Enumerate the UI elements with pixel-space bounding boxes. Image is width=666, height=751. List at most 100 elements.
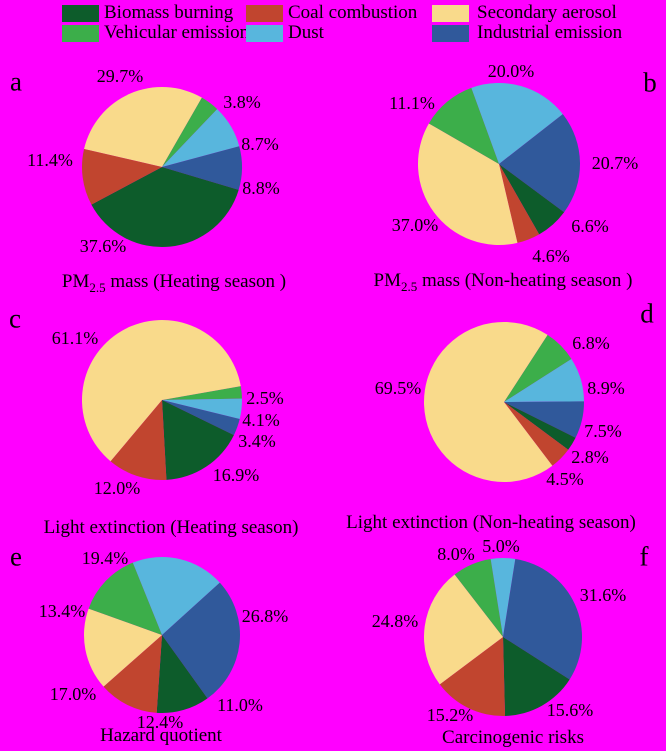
pie-b-slice-vehicular: [428, 87, 499, 164]
panel-letter-d: d: [640, 298, 654, 329]
pie-f-slice-coal: [439, 637, 506, 716]
panel-letter-c: c: [9, 303, 21, 334]
pie-a-slice-vehicular: [162, 97, 218, 167]
pie-e-slice-dust: [132, 557, 220, 635]
pie-f-slice-secondary: [424, 574, 503, 685]
pct-label-f-vehicular: 8.0%: [437, 544, 475, 564]
chart-title-text: mass (Non-heating season ): [417, 270, 633, 291]
panel-letter-b: b: [643, 67, 657, 98]
pct-label-d-coal: 4.5%: [546, 469, 584, 489]
chart-title-b: PM2.5 mass (Non-heating season ): [373, 270, 633, 294]
legend-swatch-secondary: [432, 5, 469, 22]
pie-d-slice-vehicular: [504, 334, 572, 402]
pie-e-slice-coal: [103, 635, 162, 713]
legend-label-secondary: Secondary aerosol: [477, 2, 617, 23]
pie-b-slice-industrial: [499, 114, 581, 213]
legend-swatch-dust: [246, 25, 283, 42]
pct-label-e-industrial: 26.8%: [241, 606, 289, 626]
pct-label-e-biomass: 11.0%: [217, 695, 263, 715]
legend-label-coal: Coal combustion: [288, 2, 418, 23]
chart-title-a: PM2.5 mass (Heating season ): [61, 271, 287, 295]
chart-title-pre: PM: [373, 270, 401, 291]
legend-label-dust: Dust: [288, 22, 324, 43]
pct-label-c-dust: 4.1%: [242, 410, 280, 430]
pie-b-slice-dust: [471, 82, 563, 164]
pct-label-a-vehicular: 3.8%: [223, 92, 261, 112]
chart-title-e: Hazard quotient: [100, 726, 222, 746]
pie-b-slice-biomass: [499, 164, 565, 235]
legend-swatch-coal: [246, 5, 283, 22]
pct-label-b-coal: 4.6%: [532, 246, 570, 266]
pie-e-slice-secondary: [83, 608, 162, 687]
chart-title-pre: PM: [61, 271, 90, 292]
chart-title-text: mass (Heating season ): [105, 271, 287, 292]
pct-label-d-vehicular: 6.8%: [572, 333, 610, 353]
chart-title-subscript: 2.5: [400, 278, 418, 294]
pie-f-slice-dust: [490, 557, 516, 637]
pct-label-f-secondary: 24.8%: [371, 611, 419, 631]
pct-label-a-secondary: 29.7%: [96, 66, 144, 86]
chart-title-f: Carcinogenic risks: [442, 728, 584, 748]
pct-label-a-coal: 11.4%: [27, 150, 73, 170]
chart-title-text: Carcinogenic risks: [442, 727, 584, 748]
pct-label-b-dust: 20.0%: [487, 61, 535, 81]
pie-c-slice-secondary: [81, 320, 241, 462]
pie-d-slice-secondary: [423, 322, 553, 483]
pie-a-slice-industrial: [162, 146, 243, 190]
pie-b-slice-coal: [499, 164, 540, 243]
chart-title-subscript: 2.5: [89, 279, 106, 295]
pie-f-slice-industrial: [503, 558, 583, 680]
legend-label-vehicular: Vehicular emission: [104, 22, 250, 43]
chart-title-d: Light extinction (Non-heating season): [346, 513, 636, 533]
pie-c-slice-biomass: [162, 400, 234, 480]
pie-f-slice-biomass: [503, 637, 570, 716]
pct-label-f-industrial: 31.6%: [579, 585, 627, 605]
pct-label-c-industrial: 3.4%: [238, 431, 276, 451]
pct-label-e-secondary: 17.0%: [49, 684, 97, 704]
pie-a-slice-dust: [162, 109, 240, 167]
pct-label-e-vehicular: 13.4%: [38, 601, 86, 621]
pie-b-slice-secondary: [418, 123, 518, 245]
pct-label-e-dust: 19.4%: [81, 548, 129, 568]
pie-a-slice-biomass: [91, 167, 239, 248]
pie-d-slice-coal: [504, 402, 569, 466]
pct-label-b-vehicular: 11.1%: [389, 93, 435, 113]
pct-label-b-industrial: 20.7%: [591, 153, 639, 173]
pie-c-slice-vehicular: [162, 386, 242, 400]
pct-label-b-biomass: 6.6%: [571, 216, 609, 236]
pie-c-slice-industrial: [162, 400, 240, 436]
pie-c-slice-coal: [110, 400, 167, 481]
pie-a-slice-secondary: [84, 86, 202, 167]
pie-d-slice-industrial: [504, 401, 585, 438]
panel-letter-e: e: [10, 541, 22, 572]
pct-label-d-dust: 8.9%: [587, 378, 625, 398]
legend-swatch-industrial: [432, 25, 469, 42]
pie-e-slice-industrial: [162, 582, 240, 699]
legend-label-industrial: Industrial emission: [477, 22, 623, 43]
pct-label-d-industrial: 7.5%: [584, 421, 622, 441]
pct-label-c-coal: 12.0%: [93, 478, 141, 498]
legend-label-biomass: Biomass burning: [104, 2, 234, 23]
pct-label-c-vehicular: 2.5%: [246, 388, 284, 408]
pie-d-slice-biomass: [504, 402, 576, 450]
legend-swatch-vehicular: [62, 25, 99, 42]
pct-label-e-coal: 12.4%: [136, 712, 184, 732]
pie-a-slice-coal: [81, 149, 162, 205]
pct-label-a-biomass: 37.6%: [79, 236, 127, 256]
pct-label-d-secondary: 69.5%: [374, 378, 422, 398]
pct-label-a-industrial: 8.8%: [242, 178, 280, 198]
pct-label-c-biomass: 16.9%: [212, 465, 260, 485]
pie-e-slice-biomass: [156, 635, 208, 714]
panel-letter-f: f: [639, 541, 649, 572]
chart-title-c: Light extinction (Heating season): [44, 518, 299, 538]
pct-label-f-coal: 15.2%: [426, 705, 474, 725]
pct-label-f-dust: 5.0%: [482, 536, 520, 556]
chart-title-text: Hazard quotient: [100, 725, 222, 746]
pie-c-slice-dust: [162, 398, 243, 420]
pct-label-a-dust: 8.7%: [241, 134, 279, 154]
chart-title-text: Light extinction (Heating season): [43, 517, 299, 538]
panel-letter-a: a: [10, 66, 22, 97]
pct-label-f-biomass: 15.6%: [546, 700, 594, 720]
